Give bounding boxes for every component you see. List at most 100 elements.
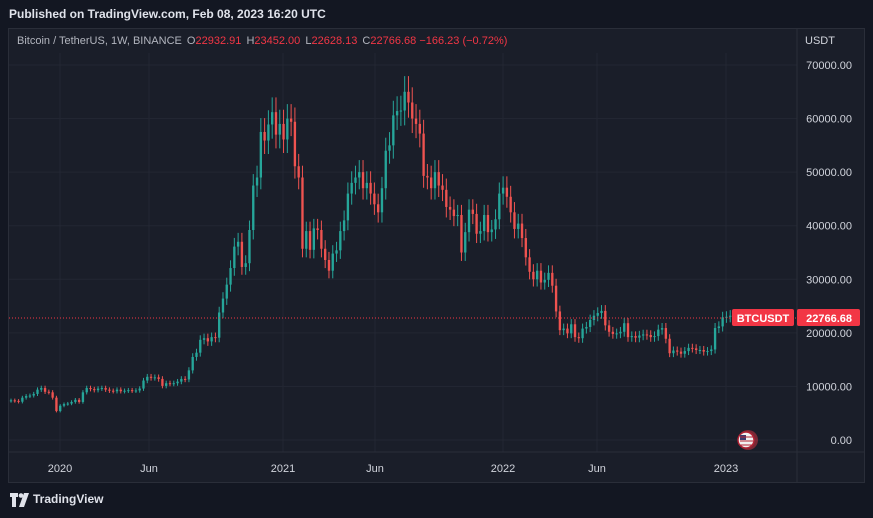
y-tick-label: 40000.00 [806, 221, 852, 233]
low-value: 22628.13 [311, 35, 358, 47]
publish-bar: Published on TradingView.com, Feb 08, 20… [0, 0, 873, 28]
candle-body [138, 388, 141, 391]
candle-body [532, 271, 535, 280]
candle-body [471, 209, 474, 214]
candle-body [252, 185, 255, 230]
candle-body [127, 390, 130, 392]
candle-body [157, 377, 160, 379]
candle-body [32, 393, 35, 396]
candle-body [9, 400, 13, 402]
candle-body [585, 326, 588, 329]
candle-body [706, 351, 709, 353]
candle-body [335, 250, 338, 254]
candle-body [229, 268, 232, 285]
candle-body [312, 228, 316, 250]
candle-body [702, 350, 705, 352]
close-label: C [362, 35, 371, 47]
candle-body [445, 189, 448, 207]
candle-body [263, 131, 266, 141]
candle-body [588, 320, 592, 327]
symbol-tag [732, 309, 794, 327]
candle-body [422, 133, 425, 176]
x-tick-label: 2021 [271, 463, 295, 475]
candle-body [486, 215, 490, 233]
candle-body [43, 388, 47, 392]
y-tick-label: 50000.00 [806, 167, 852, 179]
candle-body [414, 118, 418, 124]
candle-body [161, 378, 164, 386]
candle-body [554, 285, 558, 312]
x-tick-label: Jun [588, 463, 606, 475]
candle-body [259, 131, 263, 178]
candle-body [562, 328, 565, 331]
tradingview-brand[interactable]: TradingView [33, 492, 104, 506]
candle-body [717, 326, 721, 329]
candle-body [399, 110, 403, 112]
candle-body [293, 121, 297, 167]
candle-body [392, 115, 395, 146]
x-tick-label: Jun [140, 463, 158, 475]
candle-body [645, 334, 649, 336]
price-tag-label: 22766.68 [806, 313, 852, 325]
candle-body [85, 388, 88, 393]
candle-body [725, 316, 728, 318]
candle-body [524, 238, 527, 258]
candle-body [274, 112, 278, 135]
low-label: L [305, 35, 312, 47]
close-value: 22766.68 [370, 35, 417, 47]
candle-body [183, 378, 187, 380]
candle-body [199, 339, 202, 353]
candle-body [77, 399, 81, 402]
candle-body [36, 389, 39, 394]
symbol-tag-label: BTCUSDT [737, 313, 790, 325]
candle-body [520, 223, 524, 239]
candle-body [464, 232, 467, 253]
candle-body [115, 389, 119, 392]
candle-body [119, 389, 122, 392]
high-value: 23452.00 [254, 35, 301, 47]
candle-body [672, 350, 675, 354]
candle-body [641, 334, 645, 336]
symbol-label[interactable]: Bitcoin / TetherUS, 1W, BINANCE [17, 35, 182, 47]
candle-body [619, 331, 622, 334]
candle-body [81, 392, 85, 402]
candle-body [96, 388, 100, 391]
candle-body [615, 333, 618, 335]
candle-body [365, 182, 368, 189]
candle-body [407, 91, 410, 103]
candle-body [653, 336, 656, 338]
candle-body [47, 391, 51, 393]
candle-body [221, 298, 225, 313]
candle-body [327, 260, 331, 271]
candle-body [729, 315, 732, 317]
candle-body [89, 388, 92, 390]
open-label: O [186, 35, 196, 47]
candle-body [710, 349, 713, 352]
candle-body [573, 324, 577, 338]
candle-body [517, 223, 520, 229]
candle-body [694, 348, 698, 350]
candle-body [153, 377, 157, 379]
change-value: −166.23 (−0.72%) [419, 35, 508, 47]
candle-body [623, 323, 626, 332]
footer-bar [0, 483, 873, 518]
candle-body [180, 378, 183, 382]
tradingview-logo-icon [10, 493, 29, 507]
candle-body [570, 324, 573, 334]
candle-body [172, 383, 175, 385]
candle-body [236, 241, 240, 247]
candle-body [225, 284, 228, 299]
high-label: H [246, 35, 255, 47]
candle-body [403, 91, 406, 111]
candle-body [418, 123, 421, 134]
chart-panel[interactable] [8, 28, 865, 483]
candle-body [509, 196, 512, 213]
candle-body [271, 112, 274, 125]
candle-body [679, 351, 683, 354]
candle-body [202, 338, 206, 340]
candle-body [592, 315, 596, 320]
candle-body [683, 351, 686, 354]
candle-body [361, 172, 365, 189]
candle-body [543, 279, 546, 283]
